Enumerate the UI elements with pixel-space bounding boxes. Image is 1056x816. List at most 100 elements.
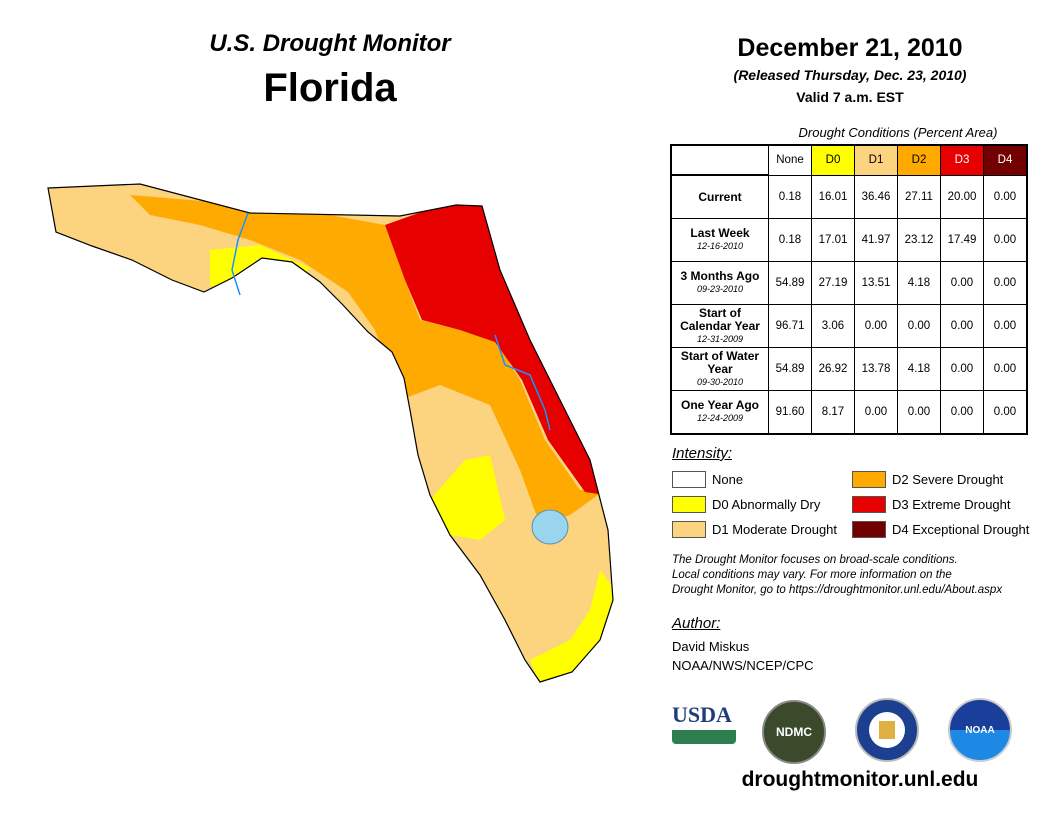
row-date: 09-23-2010: [696, 284, 744, 294]
author-title: Author:: [672, 615, 721, 632]
legend-item: D2 Severe Drought: [852, 471, 1003, 488]
table-cell: 3.06: [811, 304, 855, 348]
col-d0: D0: [811, 144, 855, 176]
doc-seal-logo: [855, 698, 919, 762]
table-cell: 23.12: [897, 218, 941, 262]
table-cell: 54.89: [768, 261, 812, 305]
map-date: December 21, 2010: [737, 34, 963, 62]
col-d4: D4: [983, 144, 1028, 176]
legend-label: D2 Severe Drought: [892, 472, 1004, 487]
apalachicola-river: [231, 212, 249, 296]
author-org: NOAA/NWS/NCEP/CPC: [672, 658, 814, 673]
legend-label: D0 Abnormally Dry: [712, 497, 821, 512]
table-cell: 0.00: [854, 304, 898, 348]
table-header-row: None D0 D1 D2 D3 D4: [671, 144, 1028, 176]
table-cell: 91.60: [768, 390, 812, 435]
row-label: One Year Ago 12-24-2009: [670, 390, 769, 435]
table-cell: 4.18: [897, 261, 941, 305]
col-d3: D3: [940, 144, 984, 176]
table-cell: 17.49: [940, 218, 984, 262]
ndmc-logo: NDMC: [762, 700, 826, 764]
row-label: Current: [670, 174, 769, 219]
d0-region-westcentral: [430, 455, 505, 540]
row-date: 12-31-2009: [696, 333, 744, 344]
table-cell: 8.17: [811, 390, 855, 435]
table-cell: 0.00: [940, 261, 984, 305]
table-cell: 17.01: [811, 218, 855, 262]
col-d1: D1: [854, 144, 898, 176]
legend-swatch: [672, 496, 706, 513]
table-cell: 0.18: [768, 218, 812, 262]
col-d2: D2: [897, 144, 941, 176]
legend-item: D0 Abnormally Dry: [672, 496, 820, 513]
legend-label: D1 Moderate Drought: [712, 522, 838, 537]
table-cell: 0.00: [983, 218, 1028, 262]
table-row: Current 0.18 16.01 36.46 27.11 20.00 0.00: [670, 174, 1028, 219]
table-cell: 16.01: [811, 174, 855, 219]
author-info: David Miskus NOAA/NWS/NCEP/CPC: [672, 637, 814, 675]
table-caption: Drought Conditions (Percent Area): [798, 125, 998, 140]
disclaimer-note: The Drought Monitor focuses on broad-sca…: [672, 553, 1052, 598]
legend-swatch: [672, 471, 706, 488]
table-cell: 0.00: [854, 390, 898, 435]
lake-okeechobee: [531, 509, 569, 545]
note-line: The Drought Monitor focuses on broad-sca…: [672, 554, 958, 566]
legend-swatch: [672, 521, 706, 538]
footer-url[interactable]: droughtmonitor.unl.edu: [741, 768, 979, 791]
table-cell: 96.71: [768, 304, 812, 348]
legend-item: D4 Exceptional Drought: [852, 521, 1029, 538]
author-name: David Miskus: [672, 639, 750, 654]
col-none: None: [768, 144, 812, 176]
table-cell: 27.11: [897, 174, 941, 219]
table-cell: 54.89: [768, 347, 812, 391]
row-label: Last Week 12-16-2010: [670, 218, 769, 262]
row-date: 09-30-2010: [696, 376, 744, 387]
legend-swatch: [852, 521, 886, 538]
table-row: Last Week 12-16-2010 0.18 17.01 41.97 23.12 17…: [670, 218, 1028, 262]
table-cell: 0.00: [983, 174, 1028, 219]
table-cell: 27.19: [811, 261, 855, 305]
table-row: 3 Months Ago 09-23-2010 54.89 27.19 13.51 4.1…: [670, 261, 1028, 305]
table-cell: 13.78: [854, 347, 898, 391]
note-line: Local conditions may vary. For more info…: [672, 569, 952, 581]
table-cell: 20.00: [940, 174, 984, 219]
legend-item: None: [672, 471, 743, 488]
d2-region: [130, 195, 605, 525]
noaa-logo: NOAA: [948, 698, 1012, 762]
legend-swatch: [852, 496, 886, 513]
table-row: Start of Water Year 09-30-2010 54.89 26.92 1…: [670, 347, 1028, 391]
table-cell: 36.46: [854, 174, 898, 219]
row-label: Start of Water Year 09-30-2010: [670, 347, 769, 391]
table-cell: 13.51: [854, 261, 898, 305]
usda-logo: USDA: [672, 702, 736, 748]
row-date: 12-24-2009: [696, 413, 744, 423]
table-cell: 26.92: [811, 347, 855, 391]
row-label: Start of Calendar Year 12-31-2009: [670, 304, 769, 348]
table-cell: 0.00: [983, 347, 1028, 391]
table-cell: 0.18: [768, 174, 812, 219]
product-title: U.S. Drought Monitor: [209, 30, 451, 57]
legend-label: D3 Extreme Drought: [892, 497, 1011, 512]
st-johns-river: [494, 334, 551, 431]
table-cell: 0.00: [983, 390, 1028, 435]
valid-time: Valid 7 a.m. EST: [796, 89, 904, 105]
d3-region: [385, 200, 605, 495]
table-cell: 0.00: [897, 304, 941, 348]
table-cell: 0.00: [940, 390, 984, 435]
legend-label: None: [712, 472, 744, 487]
note-line: Drought Monitor, go to https://droughtmo…: [672, 584, 1003, 596]
drought-conditions-table: None D0 D1 D2 D3 D4 Current 0.18 16.01 36.4…: [670, 144, 1028, 435]
table-cell: 41.97: [854, 218, 898, 262]
table-row: Start of Calendar Year 12-31-2009 96.71 3.0…: [670, 304, 1028, 348]
table-cell: 0.00: [983, 261, 1028, 305]
table-row: One Year Ago 12-24-2009 91.60 8.17 0.00 0.00 0…: [670, 390, 1028, 435]
legend-item: D1 Moderate Drought: [672, 521, 837, 538]
row-label: 3 Months Ago 09-23-2010: [670, 261, 769, 305]
table-cell: 0.00: [983, 304, 1028, 348]
legend-label: D4 Exceptional Drought: [892, 522, 1030, 537]
legend-swatch: [852, 471, 886, 488]
table-cell: 0.00: [897, 390, 941, 435]
state-title: Florida: [263, 66, 397, 110]
table-cell: 0.00: [940, 347, 984, 391]
